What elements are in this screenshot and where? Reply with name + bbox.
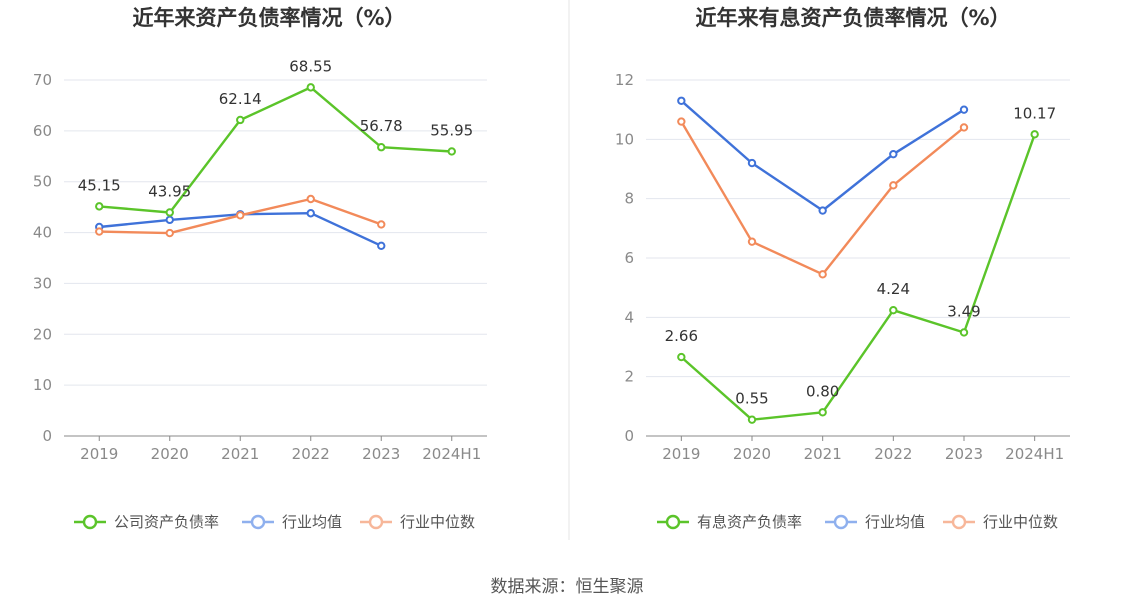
data-point <box>236 115 245 125</box>
legend-marker <box>368 514 384 530</box>
data-point <box>1030 130 1039 139</box>
chart-interest-bearing-debt-ratio: 近年来有息资产负债率情况（%） 0 2 4 6 8 10 12 2019 2020 2021 2022… <box>615 6 1070 531</box>
data-point <box>959 328 969 337</box>
data-label: 62.14 <box>219 90 262 108</box>
source-note: 数据来源：恒生聚源 <box>491 577 644 597</box>
data-point <box>165 215 174 225</box>
data-point <box>165 228 174 238</box>
y-tick-label: 40 <box>33 224 52 242</box>
data-point <box>959 123 969 132</box>
data-point <box>95 202 104 211</box>
chart-title: 近年来资产负债率情况（%） <box>132 6 405 30</box>
y-tick-label: 30 <box>33 274 52 292</box>
data-label: 3.49 <box>947 302 980 320</box>
legend-marker <box>250 514 266 530</box>
y-tick-label: 20 <box>33 325 52 343</box>
x-tick-label: 2022 <box>292 445 330 463</box>
legend-label: 行业均值 <box>865 513 925 531</box>
legend-marker <box>665 514 681 530</box>
data-point <box>677 117 686 126</box>
data-point <box>747 415 757 424</box>
data-point <box>377 220 386 229</box>
data-point <box>818 270 827 279</box>
y-tick-label: 10 <box>615 130 634 148</box>
y-tick-label: 2 <box>624 368 634 386</box>
data-label: 43.95 <box>148 182 191 200</box>
y-tick-label: 70 <box>33 71 52 89</box>
data-label: 45.15 <box>78 176 121 194</box>
data-label: 2.66 <box>665 327 698 345</box>
data-point <box>747 237 757 246</box>
x-tick-label: 2020 <box>151 445 189 463</box>
y-tick-label: 0 <box>624 427 634 445</box>
data-point <box>889 306 898 315</box>
x-tick-label: 2019 <box>662 445 700 463</box>
x-tick-label: 2022 <box>874 445 912 463</box>
data-point <box>377 143 386 152</box>
data-point <box>677 352 686 362</box>
x-tick-label: 2020 <box>733 445 771 463</box>
y-tick-label: 12 <box>615 71 634 89</box>
legend-label: 行业中位数 <box>400 513 475 531</box>
series-line <box>99 86 452 214</box>
data-point <box>306 209 315 218</box>
x-tick-label: 2024H1 <box>422 445 481 463</box>
data-point <box>165 208 174 217</box>
chart-debt-ratio: 近年来资产负债率情况（%） 0 10 20 30 40 50 60 70 2019 2020 2021… <box>33 6 487 531</box>
x-tick-label: 2024H1 <box>1005 445 1064 463</box>
y-tick-label: 10 <box>33 376 52 394</box>
y-tick-label: 50 <box>33 173 52 191</box>
y-tick-label: 4 <box>624 308 634 326</box>
data-point <box>889 149 898 159</box>
y-tick-label: 0 <box>42 427 52 445</box>
x-tick-label: 2021 <box>804 445 842 463</box>
legend-label: 有息资产负债率 <box>697 513 802 531</box>
data-label: 10.17 <box>1013 104 1056 122</box>
data-point <box>95 227 104 236</box>
legend-label: 行业中位数 <box>983 513 1058 531</box>
data-label: 56.78 <box>360 117 403 135</box>
data-point <box>377 241 386 250</box>
y-tick-label: 6 <box>624 249 634 267</box>
data-label: 0.55 <box>735 390 768 408</box>
data-point <box>818 206 827 215</box>
y-tick-label: 8 <box>624 190 634 208</box>
x-tick-label: 2023 <box>945 445 983 463</box>
data-label: 0.80 <box>806 382 839 400</box>
data-point <box>306 194 315 204</box>
chart-title: 近年来有息资产负债率情况（%） <box>695 6 1010 30</box>
data-point <box>889 181 898 190</box>
x-tick-label: 2021 <box>221 445 259 463</box>
data-point <box>306 83 315 92</box>
data-point <box>818 408 827 417</box>
x-tick-label: 2019 <box>80 445 118 463</box>
data-point <box>447 147 456 156</box>
data-point <box>959 105 969 114</box>
data-point <box>236 211 245 220</box>
series-line <box>680 120 965 276</box>
legend-marker <box>833 514 849 530</box>
data-label: 4.24 <box>877 280 910 298</box>
legend-label: 行业均值 <box>282 513 342 531</box>
y-tick-label: 60 <box>33 122 52 140</box>
data-label: 55.95 <box>430 121 473 139</box>
data-label: 68.55 <box>289 57 332 75</box>
legend-marker <box>82 514 98 530</box>
legend-label: 公司资产负债率 <box>114 513 219 531</box>
x-tick-label: 2023 <box>362 445 400 463</box>
series-line <box>680 133 1036 421</box>
data-point <box>677 96 686 105</box>
data-point <box>747 158 757 168</box>
legend-marker <box>951 514 967 530</box>
